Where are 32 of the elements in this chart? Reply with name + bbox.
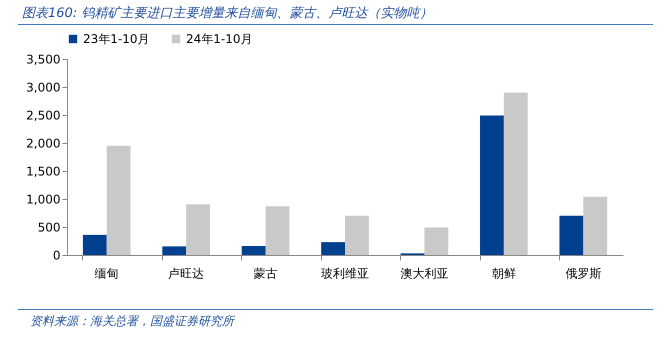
- x-tick-label: 玻利维亚: [321, 266, 369, 280]
- x-tick-label: 缅甸: [94, 266, 119, 280]
- y-tick-label: 500: [38, 220, 60, 234]
- bar: [106, 146, 131, 255]
- bar: [345, 216, 369, 255]
- bar: [583, 196, 608, 255]
- bar: [480, 116, 504, 255]
- bar: [266, 206, 290, 255]
- bar: [321, 242, 345, 255]
- legend-label: 24年1-10月: [186, 32, 253, 46]
- bar: [162, 246, 186, 255]
- x-tick-label: 蒙古: [254, 266, 278, 280]
- bar: [82, 234, 107, 255]
- chart-title: 图表160: 钨精矿主要进口主要增量来自缅甸、蒙古、卢旺达（实物吨）: [22, 5, 432, 22]
- y-tick-label: 1,500: [26, 164, 60, 178]
- y-tick-label: 0: [52, 248, 60, 262]
- bar: [559, 216, 584, 255]
- text: 资料来源：海关总署，国盛证券研究所: [30, 313, 234, 330]
- legend-label: 23年1-10月: [83, 32, 150, 46]
- y-tick-label: 3,000: [26, 80, 60, 94]
- bar: [424, 228, 448, 255]
- x-tick-label: 俄罗斯: [565, 266, 602, 280]
- y-tick-label: 2,500: [26, 108, 60, 122]
- bar: [242, 246, 266, 255]
- x-tick-label: 澳大利亚: [400, 266, 448, 280]
- bar: [504, 92, 528, 255]
- bar: [186, 204, 210, 255]
- y-tick-label: 1,000: [26, 192, 60, 206]
- x-tick-label: 卢旺达: [168, 266, 204, 280]
- y-tick-label: 3,500: [26, 52, 60, 66]
- y-tick-label: 2,000: [26, 136, 60, 150]
- x-tick-label: 朝鲜: [492, 266, 516, 280]
